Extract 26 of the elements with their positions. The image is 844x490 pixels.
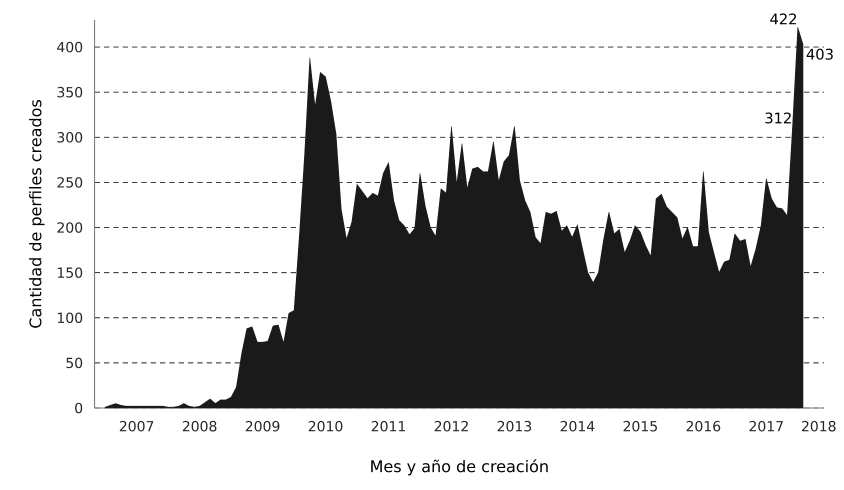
x-tick-label: 2009 [246, 420, 280, 432]
x-axis-title: Mes y año de creación [371, 459, 548, 476]
y-tick-label: 200 [57, 222, 82, 233]
annotation: 422 [770, 13, 796, 24]
y-tick-label: 300 [57, 132, 82, 143]
y-tick-label: 150 [58, 267, 82, 278]
x-tick-label: 2017 [749, 420, 783, 432]
annotation: 312 [765, 112, 791, 124]
y-tick-label: 0 [75, 402, 82, 414]
y-tick-label: 100 [58, 312, 82, 324]
y-tick-label: 400 [57, 42, 82, 52]
y-tick-label: 350 [57, 86, 82, 98]
y-tick-label: 250 [57, 177, 82, 188]
x-tick-label: 2012 [434, 420, 468, 432]
y-axis-title: Cantidad de perfiles creados [29, 100, 45, 328]
x-tick-label: 2018 [802, 420, 836, 432]
y-tick-label: 50 [66, 358, 82, 368]
x-tick-label: 2013 [498, 420, 532, 432]
x-tick-label: 2016 [686, 420, 720, 432]
x-tick-label: 2014 [560, 420, 594, 432]
x-tick-label: 2008 [182, 420, 216, 432]
annotation: 403 [806, 48, 833, 60]
x-tick-label: 2015 [624, 420, 657, 432]
x-tick-label: 2007 [120, 420, 154, 432]
x-tick-label: 2010 [308, 420, 342, 432]
x-tick-label: 2011 [372, 420, 406, 432]
